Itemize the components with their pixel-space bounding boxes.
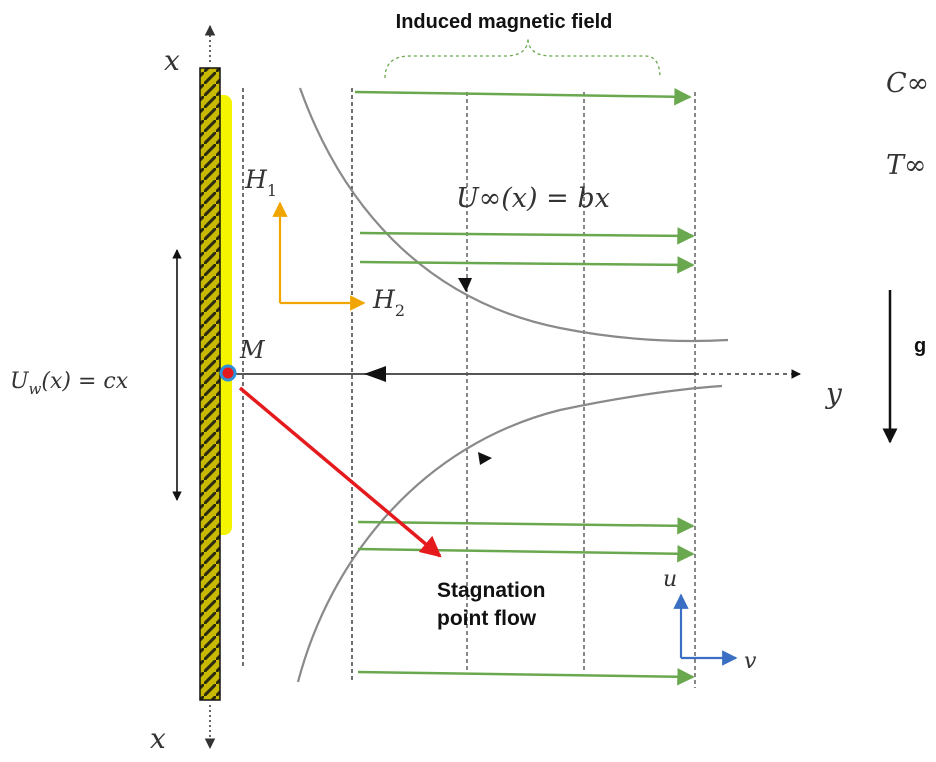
x-bottom-label: x (150, 722, 166, 755)
field-arrow-6 (357, 668, 695, 686)
wall-velocity-subscript: w (29, 380, 42, 398)
wall-velocity-label: Uw(x) = cx (10, 369, 129, 398)
u-infinity-equation: U∞(x) = bx (456, 183, 610, 214)
streamline-upper (298, 87, 729, 343)
field-arrow-5 (357, 545, 695, 563)
u-label: u (663, 567, 677, 592)
h1-label: H1 (244, 165, 277, 200)
stagnation-label-line2: point flow (437, 607, 537, 630)
streamline-arrow-lower (478, 452, 492, 465)
y-axis-inward-arrow (364, 366, 386, 382)
c-infinity-label: C∞ (886, 68, 929, 99)
x-top-label: x (164, 44, 180, 77)
stretching-sheet (199, 67, 221, 701)
wall-velocity-main: U (10, 369, 30, 394)
streamline-lower (296, 384, 723, 683)
point-m-label: M (239, 336, 266, 364)
field-arrow-4 (357, 517, 695, 535)
gravity-label: g (914, 335, 926, 357)
wall-velocity-rest: (x) = cx (41, 369, 128, 394)
h1-subscript: 1 (267, 181, 277, 200)
v-label: v (744, 649, 757, 674)
streamline-arrow-upper (458, 278, 472, 292)
point-m-marker (219, 364, 237, 382)
title-brace (384, 37, 661, 79)
field-arrow-3 (359, 256, 695, 274)
stagnation-label-line1: Stagnation (437, 579, 546, 602)
field-arrow-1 (354, 88, 692, 106)
stagnation-arrow (238, 386, 442, 558)
field-arrow-2 (359, 227, 695, 245)
h2-label: H2 (372, 285, 405, 320)
t-infinity-label: T∞ (886, 150, 927, 181)
diagram-title: Induced magnetic field (396, 11, 613, 33)
h1-main: H (244, 165, 268, 194)
h2-subscript: 2 (395, 301, 405, 320)
h2-main: H (372, 285, 396, 314)
y-axis-label: y (824, 377, 843, 410)
